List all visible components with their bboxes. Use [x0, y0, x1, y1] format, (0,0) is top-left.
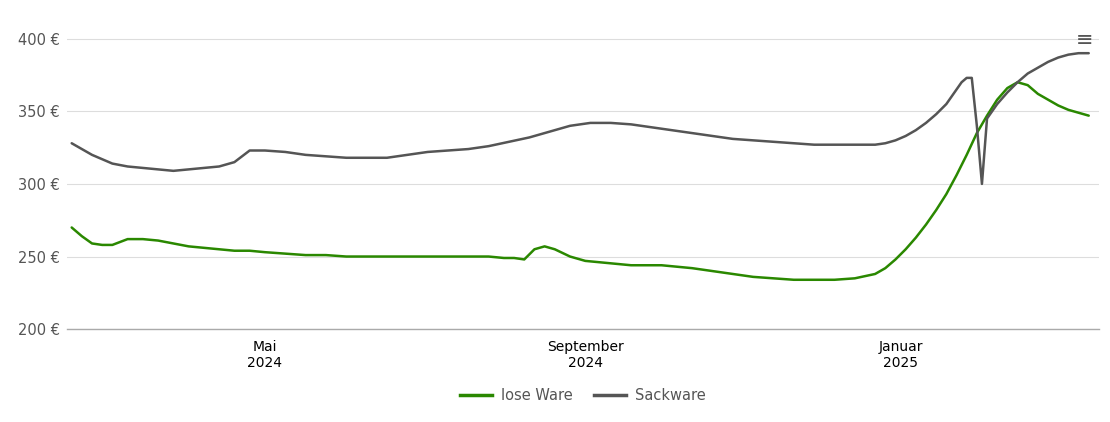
Legend: lose Ware, Sackware: lose Ware, Sackware	[454, 383, 712, 409]
Text: ≡: ≡	[1076, 30, 1093, 49]
